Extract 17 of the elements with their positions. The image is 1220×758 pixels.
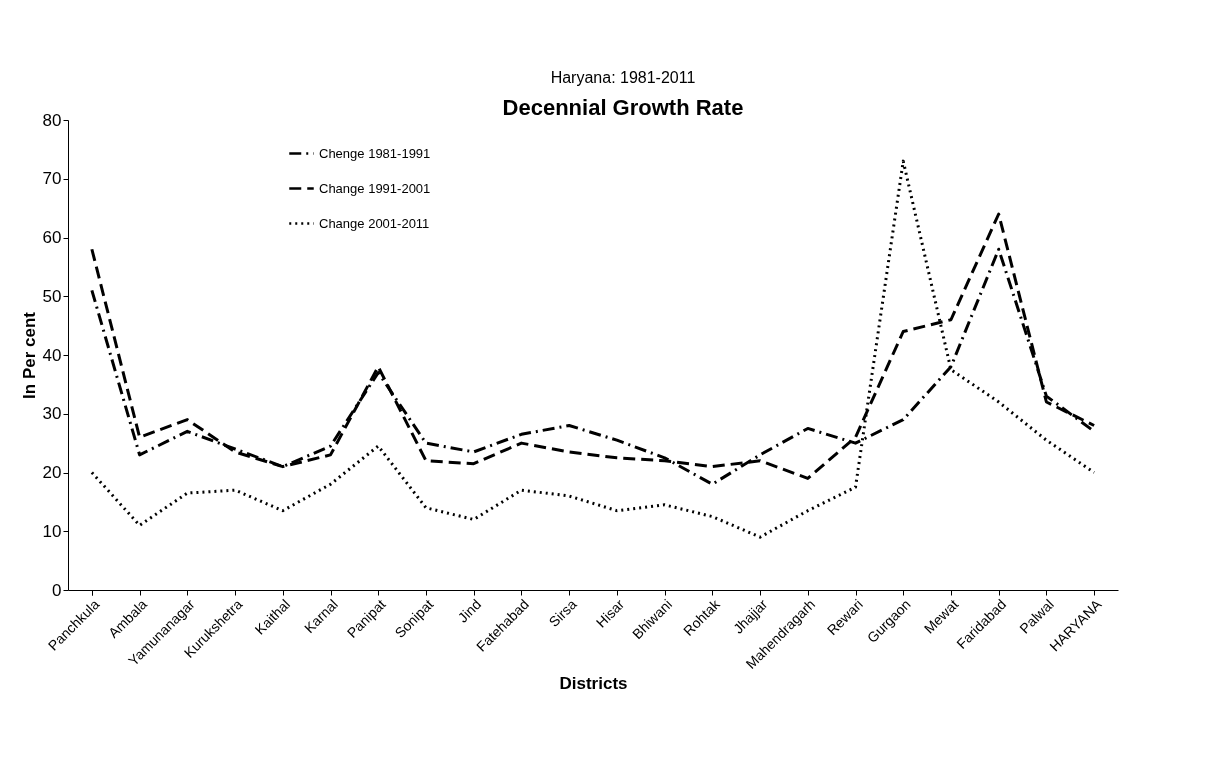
line-series	[90, 159, 1096, 539]
legend-label: Change 2001-2011	[319, 215, 430, 231]
y-tick-label: 70	[42, 169, 62, 189]
y-tick-label: 40	[42, 345, 62, 365]
y-axis-title: In Per cent	[19, 311, 39, 399]
chart-title: Decennial Growth Rate	[502, 95, 744, 120]
y-tick-label: 0	[52, 580, 62, 600]
y-tick-label: 60	[42, 228, 62, 247]
y-tick-label: 10	[42, 521, 62, 541]
x-axis-title: Districts	[559, 673, 628, 693]
y-tick-label: 50	[42, 286, 62, 306]
y-tick-label: 30	[42, 404, 62, 424]
chart-subtitle: Haryana: 1981-2011	[550, 69, 696, 86]
legend-label: Chenge 1981-1991	[319, 145, 431, 161]
y-tick-label: 20	[42, 463, 62, 482]
legend-label: Change 1991-2001	[319, 180, 431, 196]
y-tick-label: 80	[42, 110, 62, 130]
